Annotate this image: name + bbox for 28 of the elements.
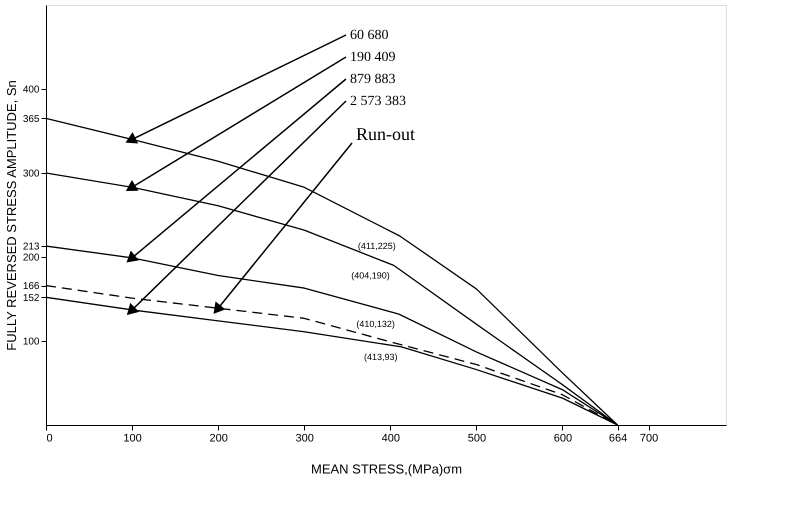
y-tick-label: 166 — [22, 281, 40, 292]
y-tick-label: 100 — [22, 336, 40, 348]
text: 190 409 — [350, 50, 396, 65]
text: 60 680 — [350, 28, 388, 43]
x-tick-label: 400 — [382, 432, 400, 444]
x-tick-label: 300 — [296, 432, 314, 444]
x-tick-label: 500 — [468, 432, 486, 444]
x-tick-label: 700 — [640, 432, 658, 444]
annotation: (410,132) — [356, 319, 395, 330]
x-tick-label: 600 — [554, 432, 572, 444]
x-tick-label: 0 — [46, 432, 53, 444]
y-tick-label: 365 — [22, 114, 40, 125]
y-axis-title: FULLY REVERSED STRESS AMPLITUDE, Sn — [4, 80, 19, 351]
annotation: (413,93) — [364, 352, 398, 362]
text: 2 573 383 — [350, 94, 406, 109]
x-tick-label: 200 — [209, 432, 228, 444]
text: Run-out — [356, 124, 416, 144]
y-tick-label: 213 — [22, 242, 40, 253]
y-tick-label: 300 — [22, 168, 40, 180]
y-tick-label: 152 — [22, 292, 40, 304]
x-tick-label: 664 — [608, 432, 628, 444]
annotation: (404,190) — [351, 270, 390, 280]
x-axis-title: MEAN STRESS,(MPa)σm — [310, 462, 462, 476]
y-tick-label: 200 — [22, 252, 40, 264]
y-tick-label: 400 — [22, 84, 40, 96]
annotation: (411,225) — [358, 241, 396, 251]
x-tick-label: 100 — [123, 432, 142, 444]
text: 879 883 — [350, 72, 396, 87]
